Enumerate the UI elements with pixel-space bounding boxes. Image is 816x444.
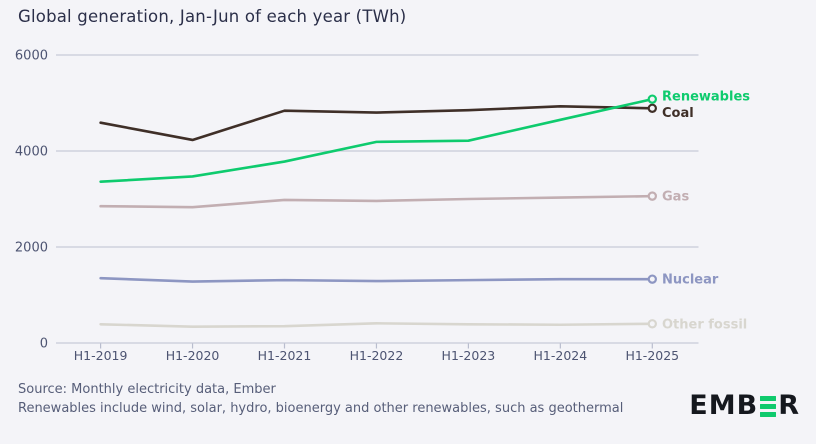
y-axis-label-4000: 4000: [15, 145, 48, 160]
source-note: Source: Monthly electricity data, Ember …: [18, 380, 623, 418]
x-axis-label-H1-2022: H1-2022: [350, 348, 404, 363]
series-end-marker-renewables: [647, 94, 658, 104]
ember-logo-green-e-icon: [760, 394, 777, 417]
x-axis-label-H1-2021: H1-2021: [258, 348, 312, 363]
y-axis-label-2000: 2000: [15, 241, 48, 256]
series-end-marker-other-fossil: [647, 319, 658, 329]
line-chart-canvas: 0 2000 4000 6000 H1-2019 H1-2020 H1-2021 H1-202…: [15, 49, 750, 364]
source-line: Source: Monthly electricity data, Ember: [18, 382, 276, 397]
x-axis-label-H1-2023: H1-2023: [442, 348, 496, 363]
series-end-marker-nuclear: [647, 274, 658, 284]
series-end-marker-coal: [647, 103, 658, 113]
ember-logo-text-suffix: R: [778, 390, 800, 421]
x-axis-label-H1-2020: H1-2020: [166, 348, 220, 363]
y-axis-label-6000: 6000: [15, 49, 48, 64]
x-axis-label-H1-2024: H1-2024: [534, 348, 588, 363]
ember-logo-text-prefix: EMB: [689, 390, 759, 421]
y-axis-label-0: 0: [40, 337, 48, 352]
series-label-coal: Coal: [662, 106, 694, 121]
series-label-renewables: Renewables: [662, 90, 750, 105]
series-label-gas: Gas: [662, 190, 689, 205]
series-end-marker-gas: [647, 191, 658, 201]
series-line-gas: [99, 194, 654, 209]
chart-title: Global generation, Jan-Jun of each year …: [18, 7, 407, 26]
series-line-renewables: [99, 97, 654, 184]
ember-logo: EMB R: [689, 392, 800, 419]
x-axis-label-H1-2019: H1-2019: [74, 348, 128, 363]
series-label-other-fossil: Other fossil: [662, 317, 747, 332]
series-line-other-fossil: [99, 322, 654, 328]
series-line-nuclear: [99, 276, 654, 283]
series-label-nuclear: Nuclear: [662, 273, 719, 288]
series-line-coal: [99, 105, 654, 142]
x-axis-label-H1-2025: H1-2025: [625, 348, 679, 363]
renewables-definition-line: Renewables include wind, solar, hydro, b…: [18, 401, 624, 416]
